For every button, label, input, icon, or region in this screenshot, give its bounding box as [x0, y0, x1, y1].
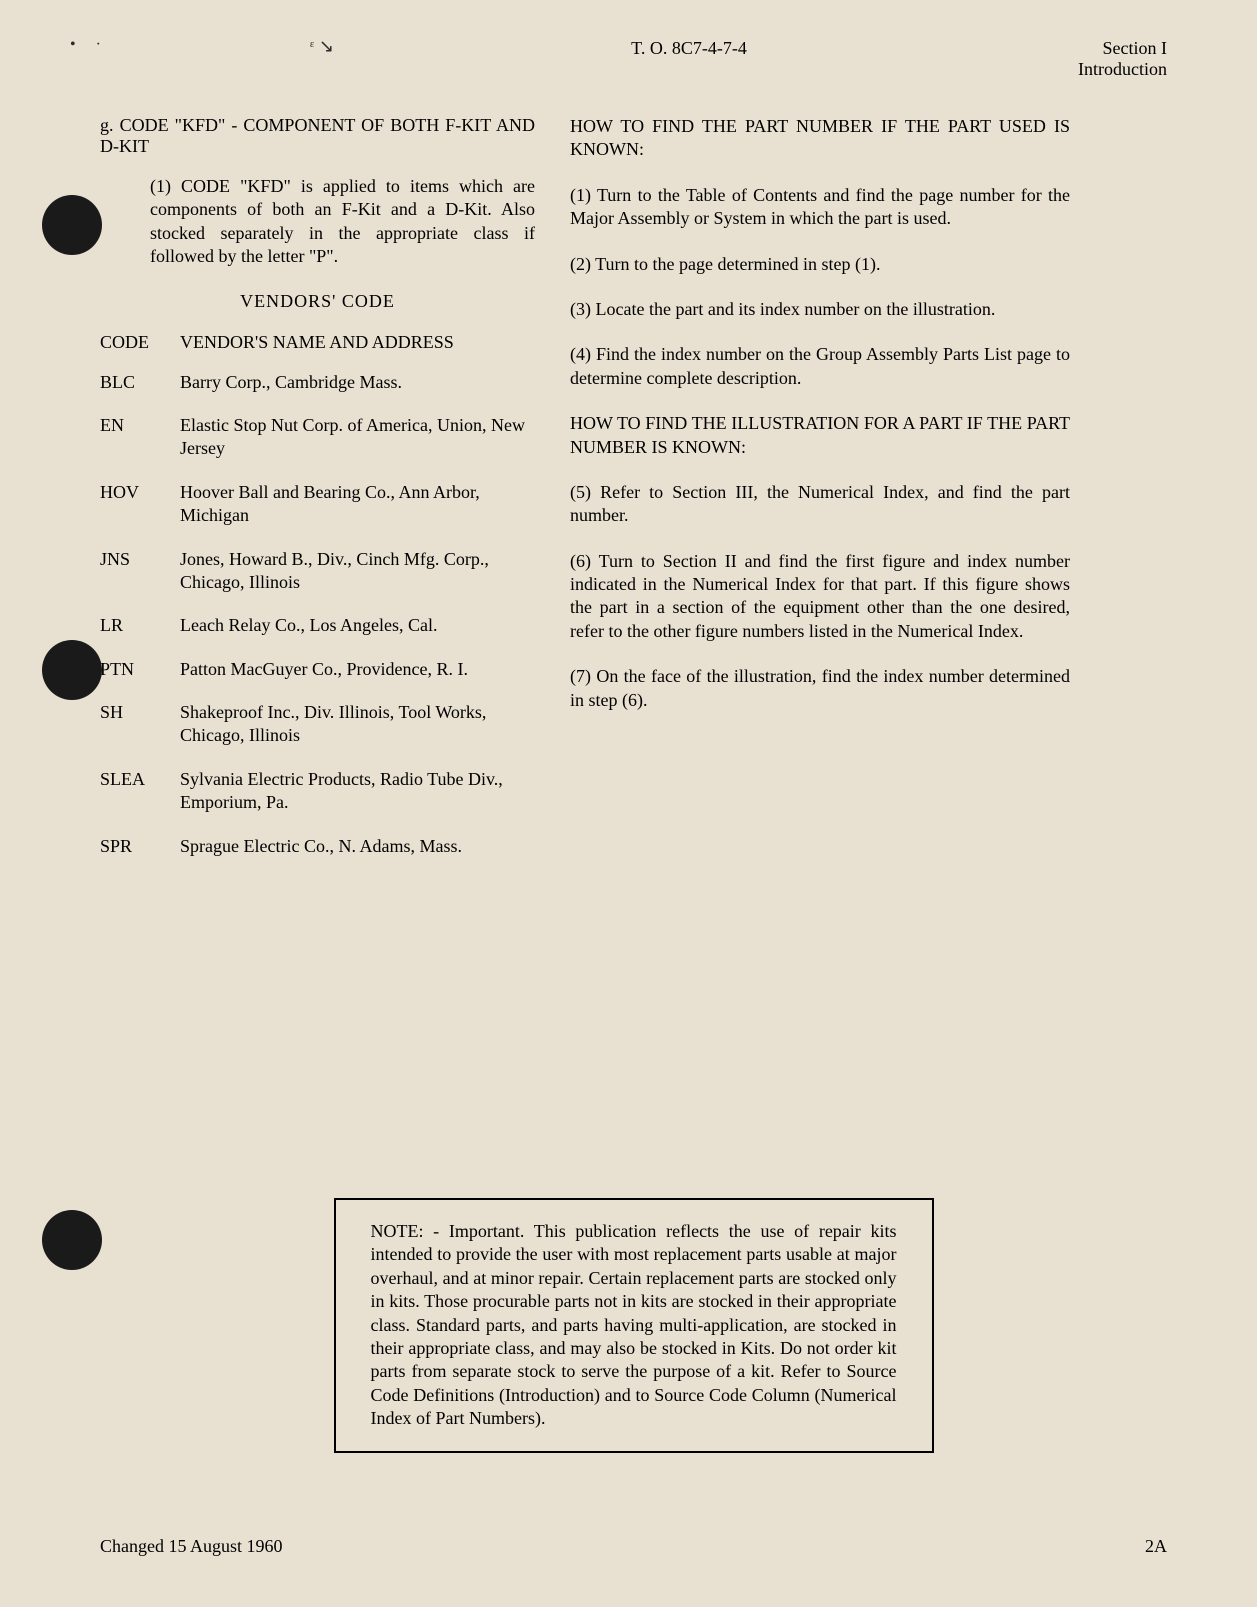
- changed-date: Changed 15 August 1960: [100, 1536, 283, 1557]
- vendor-row: SH Shakeproof Inc., Div. Illinois, Tool …: [100, 701, 535, 748]
- vendor-row: PTN Patton MacGuyer Co., Providence, R. …: [100, 658, 535, 681]
- section-g-title: CODE "KFD" - COMPONENT OF BOTH F-KIT AND…: [100, 115, 535, 156]
- howto-title-2: HOW TO FIND THE ILLUSTRATION FOR A PART …: [570, 412, 1070, 459]
- vendor-row: LR Leach Relay Co., Los Angeles, Cal.: [100, 614, 535, 637]
- step-4: (4) Find the index number on the Group A…: [570, 343, 1070, 390]
- artifact-mark: • ·: [70, 36, 109, 54]
- note-box: NOTE: - Important. This publication refl…: [334, 1198, 934, 1453]
- right-column: HOW TO FIND THE PART NUMBER IF THE PART …: [570, 115, 1070, 878]
- vendor-name: Leach Relay Co., Los Angeles, Cal.: [180, 614, 535, 637]
- vendor-code: PTN: [100, 658, 180, 681]
- page-number: 2A: [1145, 1536, 1167, 1557]
- vendor-code: SPR: [100, 835, 180, 858]
- note-text: NOTE: - Important. This publication refl…: [371, 1220, 897, 1431]
- subsection-label: Introduction: [1078, 59, 1167, 80]
- section-g-sub-text: CODE "KFD" is applied to items which are…: [150, 176, 535, 266]
- vendor-code: SLEA: [100, 768, 180, 815]
- vendor-code: SH: [100, 701, 180, 748]
- vendor-table-header: CODE VENDOR'S NAME AND ADDRESS: [100, 332, 535, 353]
- vendor-row: SLEA Sylvania Electric Products, Radio T…: [100, 768, 535, 815]
- content-wrapper: g. CODE "KFD" - COMPONENT OF BOTH F-KIT …: [100, 115, 1167, 878]
- vendor-code: BLC: [100, 371, 180, 394]
- code-header: CODE: [100, 332, 180, 353]
- vendor-code: JNS: [100, 548, 180, 595]
- section-g-label: g.: [100, 115, 114, 135]
- howto-title-1: HOW TO FIND THE PART NUMBER IF THE PART …: [570, 115, 1070, 162]
- section-g-sub-num: (1): [150, 176, 171, 196]
- vendor-row: SPR Sprague Electric Co., N. Adams, Mass…: [100, 835, 535, 858]
- vendor-name: Jones, Howard B., Div., Cinch Mfg. Corp.…: [180, 548, 535, 595]
- step-2: (2) Turn to the page determined in step …: [570, 253, 1070, 276]
- vendor-name: Barry Corp., Cambridge Mass.: [180, 371, 535, 394]
- vendor-row: HOV Hoover Ball and Bearing Co., Ann Arb…: [100, 481, 535, 528]
- artifact-mark: ᵋ ↘: [310, 36, 334, 57]
- vendors-title: VENDORS' CODE: [100, 291, 535, 312]
- page-header: T. O. 8C7-4-7-4 Section I Introduction: [100, 38, 1167, 80]
- step-3: (3) Locate the part and its index number…: [570, 298, 1070, 321]
- step-1: (1) Turn to the Table of Contents and fi…: [570, 184, 1070, 231]
- vendor-name: Sprague Electric Co., N. Adams, Mass.: [180, 835, 535, 858]
- punch-hole: [42, 195, 102, 255]
- vendor-row: JNS Jones, Howard B., Div., Cinch Mfg. C…: [100, 548, 535, 595]
- name-header: VENDOR'S NAME AND ADDRESS: [180, 332, 535, 353]
- step-7: (7) On the face of the illustration, fin…: [570, 665, 1070, 712]
- punch-hole: [42, 1210, 102, 1270]
- vendor-name: Hoover Ball and Bearing Co., Ann Arbor, …: [180, 481, 535, 528]
- vendor-code: HOV: [100, 481, 180, 528]
- left-column: g. CODE "KFD" - COMPONENT OF BOTH F-KIT …: [100, 115, 535, 878]
- vendor-row: BLC Barry Corp., Cambridge Mass.: [100, 371, 535, 394]
- step-5: (5) Refer to Section III, the Numerical …: [570, 481, 1070, 528]
- vendor-name: Patton MacGuyer Co., Providence, R. I.: [180, 658, 535, 681]
- vendor-name: Sylvania Electric Products, Radio Tube D…: [180, 768, 535, 815]
- vendor-name: Elastic Stop Nut Corp. of America, Union…: [180, 414, 535, 461]
- vendor-code: EN: [100, 414, 180, 461]
- section-label: Section I: [1078, 38, 1167, 59]
- vendor-row: EN Elastic Stop Nut Corp. of America, Un…: [100, 414, 535, 461]
- section-g: g. CODE "KFD" - COMPONENT OF BOTH F-KIT …: [100, 115, 535, 269]
- vendor-name: Shakeproof Inc., Div. Illinois, Tool Wor…: [180, 701, 535, 748]
- document-number: T. O. 8C7-4-7-4: [631, 38, 747, 58]
- page-footer: Changed 15 August 1960 2A: [100, 1536, 1167, 1557]
- punch-hole: [42, 640, 102, 700]
- step-6: (6) Turn to Section II and find the firs…: [570, 550, 1070, 644]
- vendor-code: LR: [100, 614, 180, 637]
